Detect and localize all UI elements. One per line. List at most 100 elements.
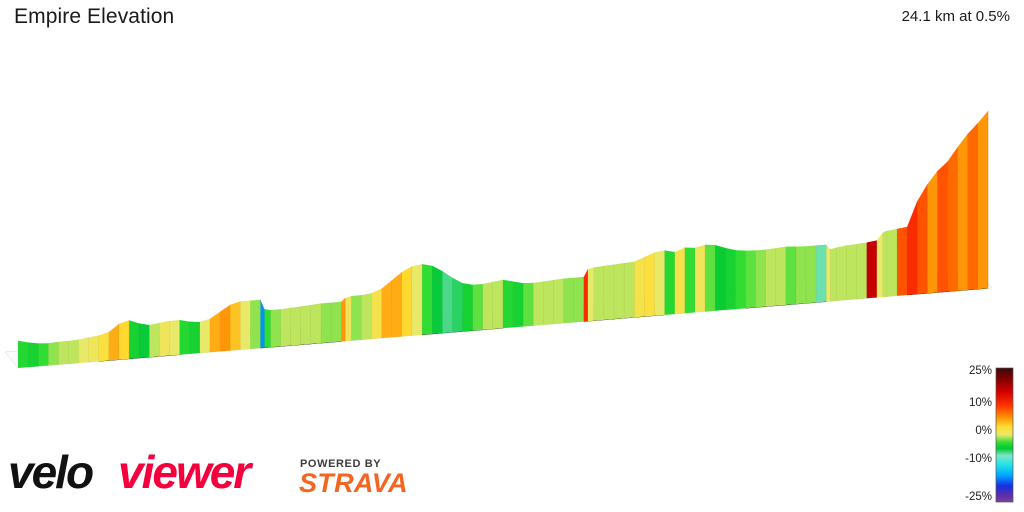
profile-front-face [553,278,564,325]
profile-front-face [755,249,766,308]
elevation-profile-chart[interactable] [0,36,1024,396]
profile-front-face [119,320,130,360]
profile-front-face [735,250,746,310]
profile-front-face [18,340,29,368]
profile-front-face [270,309,281,348]
profile-front-face [830,247,837,302]
profile-front-face [300,304,312,345]
gradient-legend-tick: -10% [965,453,992,465]
profile-front-face [149,322,160,358]
profile-front-face [260,299,265,349]
profile-front-face [563,277,574,324]
profile-front-face [351,295,362,341]
profile-front-face [587,267,594,322]
profile-front-face [836,245,847,301]
profile-front-face [644,252,655,317]
profile-front-face [674,247,685,315]
powered-by-label: POWERED BY [300,458,381,470]
profile-front-face [886,228,898,297]
profile-front-face [947,146,958,292]
profile-front-face [98,332,109,362]
profile-front-face [78,337,89,364]
profile-front-face [785,246,796,305]
profile-front-face [432,265,443,334]
gradient-legend-bar [995,367,1014,503]
profile-front-face [543,280,554,325]
profile-front-face [876,232,883,298]
profile-front-face [331,301,342,343]
profile-front-face [614,263,625,320]
route-stats: 24.1 km at 0.5% [901,8,1010,25]
profile-front-face [321,302,332,344]
profile-front-face [957,133,968,291]
profile-front-face [280,307,291,347]
profile-front-face [775,246,786,306]
branding-footer: velo viewer POWERED BY STRAVA [0,440,440,506]
profile-front-face [240,300,251,350]
page-title: Empire Elevation [14,5,175,28]
profile-front-face [573,276,584,323]
profile-front-face [462,283,473,332]
profile-front-face [220,304,231,352]
profile-front-face [381,280,392,339]
profile-front-face [482,281,493,330]
profile-front-face [795,246,807,305]
profile-front-face [492,279,503,329]
profile-front-face [68,339,79,364]
profile-front-face [826,244,831,302]
profile-front-face [977,111,988,290]
profile-front-face [361,293,372,340]
profile-front-face [502,279,514,329]
profile-front-face [250,299,261,349]
profile-front-face [806,245,817,304]
profile-front-face [624,261,635,319]
profile-front-face [866,240,877,299]
strava-logo: STRAVA [299,468,408,498]
profile-front-face [705,244,716,312]
profile-front-face [264,309,271,348]
profile-front-face [422,264,433,335]
profile-front-face [38,343,49,367]
profile-front-face [745,250,756,309]
profile-front-face [391,271,402,338]
gradient-legend-tick: 10% [969,397,992,409]
profile-front-face [58,340,69,365]
profile-front-face [108,323,120,361]
elevation-profile-svg[interactable] [0,36,1024,396]
profile-front-face [604,264,615,320]
profile-front-face [311,303,322,344]
profile-front-face [199,318,210,354]
profile-front-face [341,297,346,342]
profile-front-face [634,257,645,318]
profile-front-face [882,230,887,297]
profile-front-face [654,250,665,316]
profile-front-face [179,320,190,355]
profile-front-face [897,226,908,296]
veloviewer-logo-velo: velo [8,446,93,498]
profile-front-face [664,250,675,315]
profile-front-face [593,265,605,321]
profile-front-face [533,281,544,326]
profile-front-face [28,342,39,368]
gradient-legend: 25% 10% 0% -10% -25% [958,362,1020,508]
gradient-legend-tick: 0% [975,425,992,437]
profile-front-face [88,335,99,363]
gradient-legend-ticks: 25% 10% 0% -10% -25% [965,365,992,503]
profile-front-face [345,295,352,342]
veloviewer-logo-viewer: viewer [118,446,253,498]
profile-front-face [412,264,423,336]
profile-front-face [715,245,726,311]
profile-front-face [371,288,382,339]
profile-front-face [694,244,706,313]
profile-front-face [725,247,736,310]
profile-front-face [856,242,867,300]
profile-front-face [129,320,140,359]
chart-header: Empire Elevation 24.1 km at 0.5% [0,0,1024,36]
profile-front-face [209,311,221,353]
profile-front-face [472,283,483,331]
gradient-legend-tick: -25% [965,491,992,503]
gradient-legend-svg: 25% 10% 0% -10% -25% [965,365,1014,503]
profile-front-face [230,301,241,351]
profile-front-face [765,248,776,307]
profile-front-face [139,323,150,359]
